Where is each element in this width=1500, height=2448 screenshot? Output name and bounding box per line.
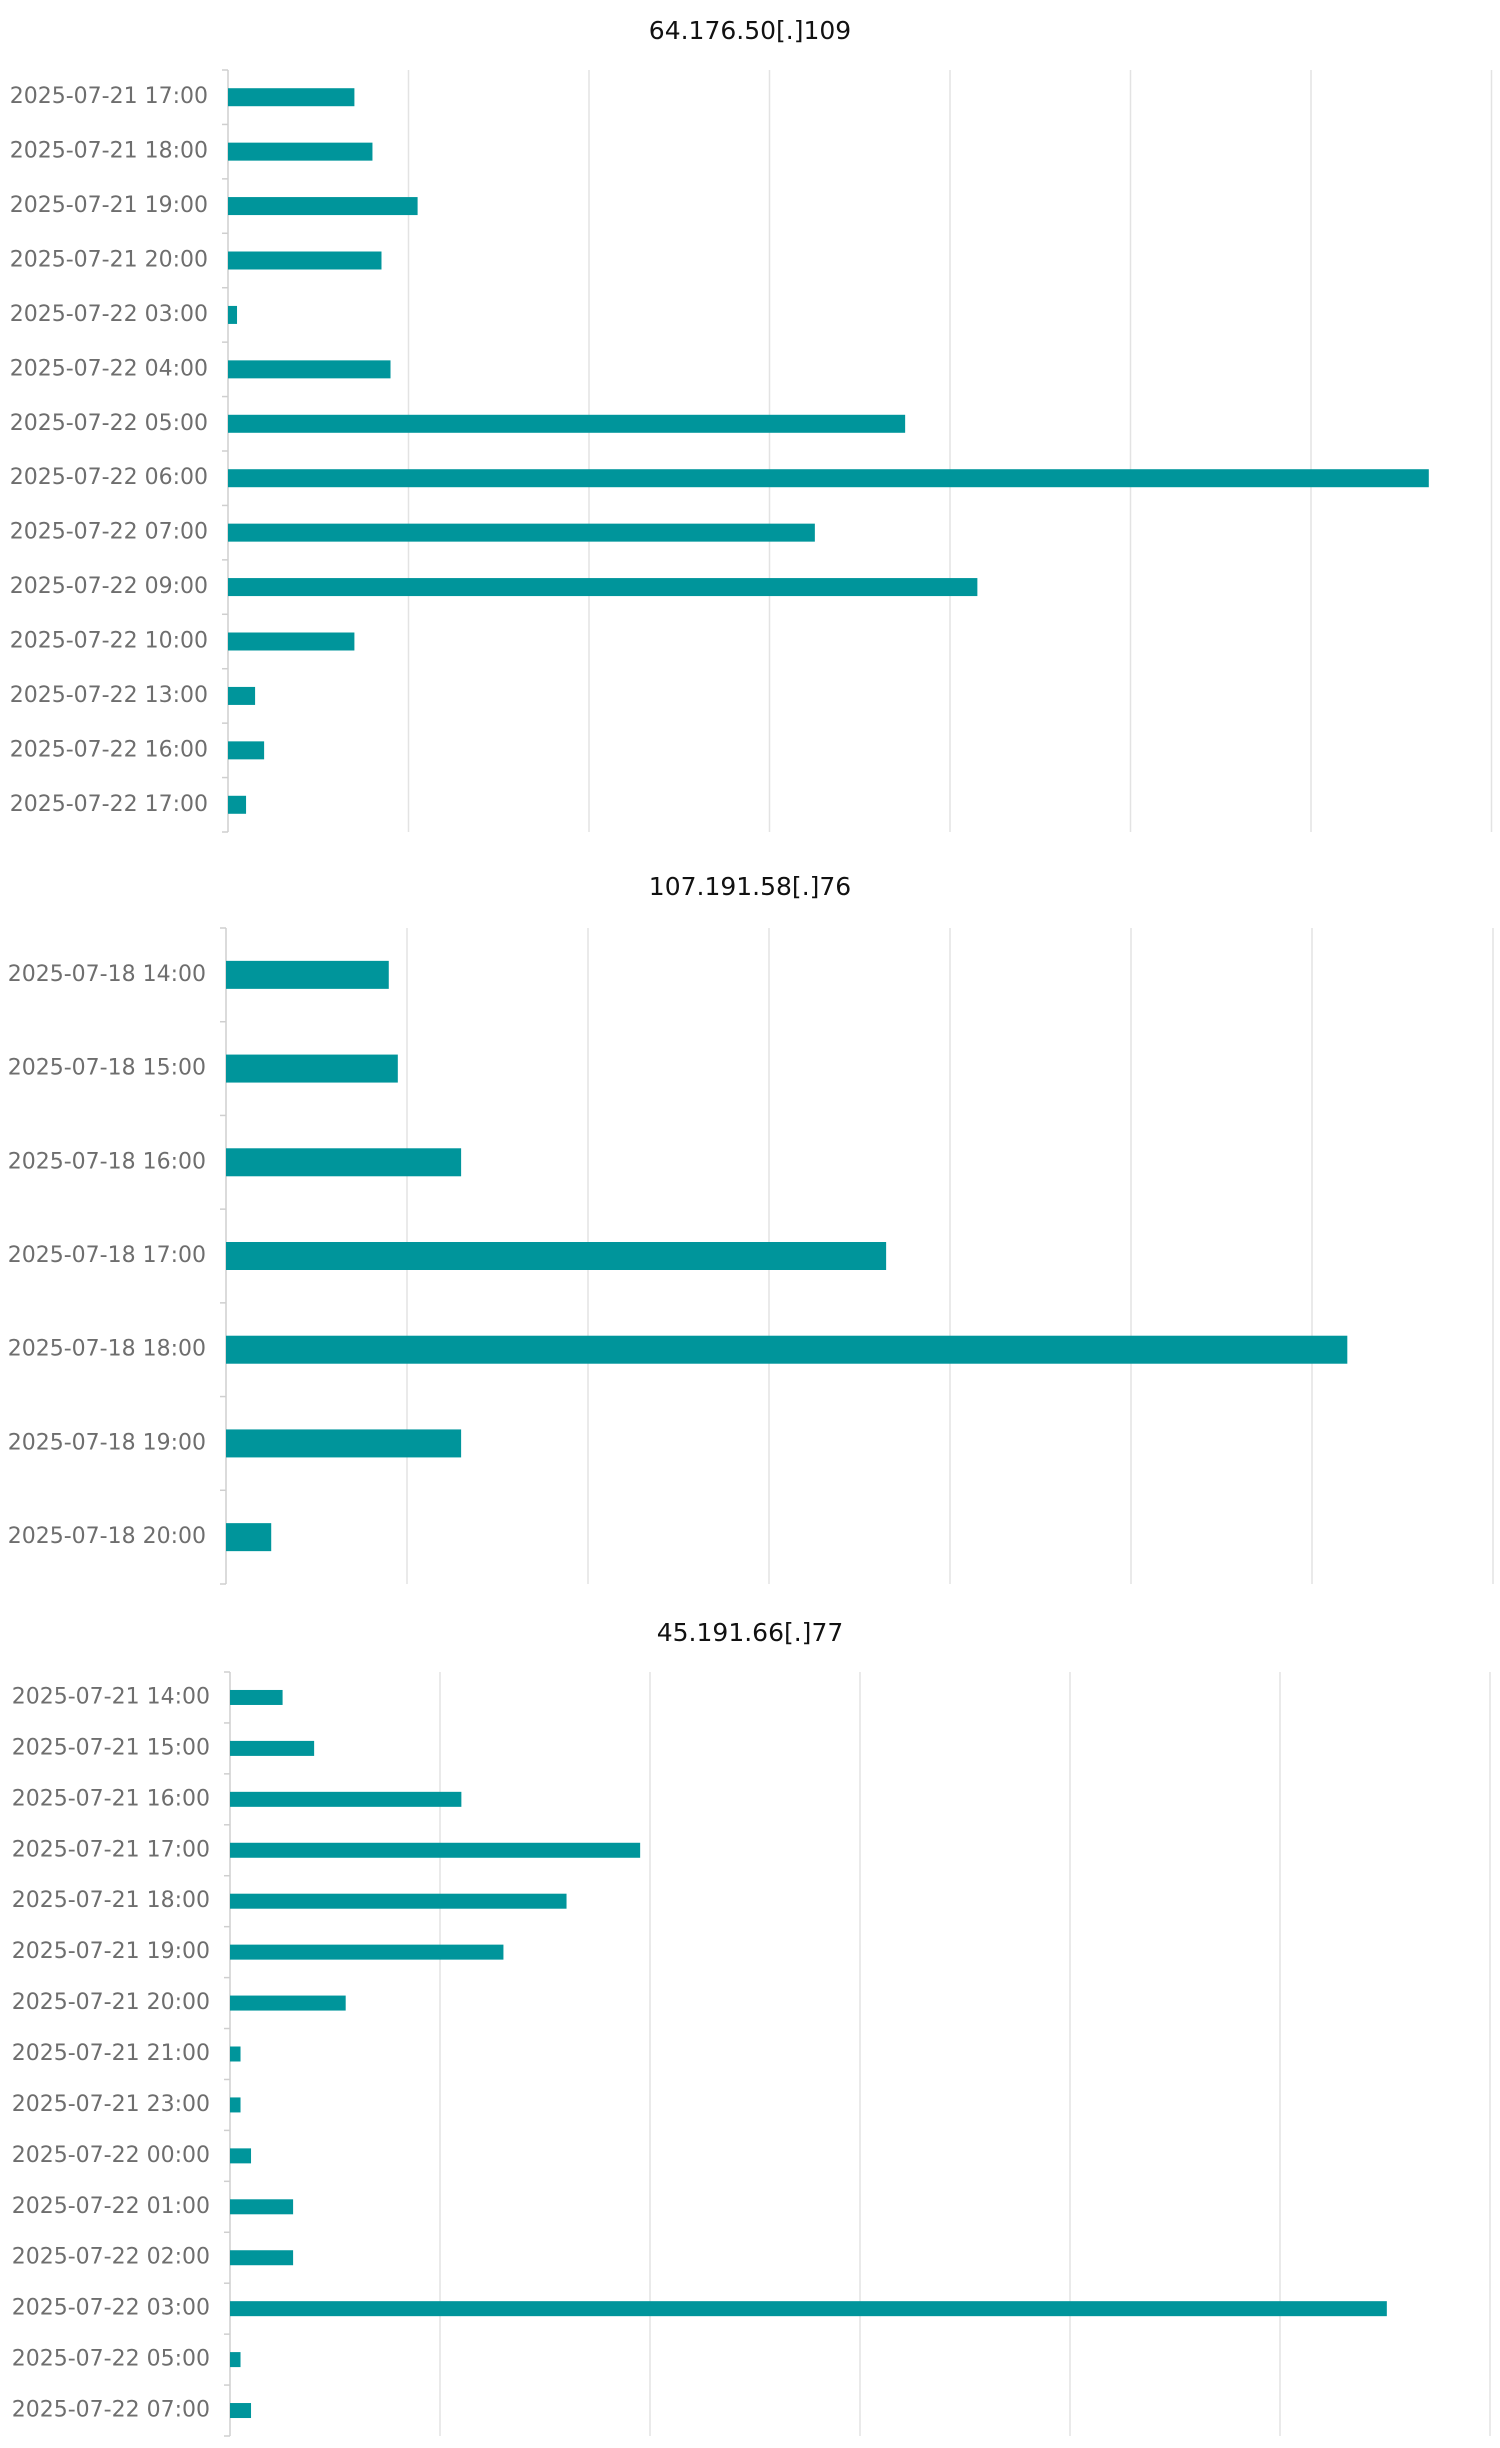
bar (228, 469, 1429, 488)
category-label: 2025-07-22 07:00 (12, 2398, 210, 2423)
category-label: 2025-07-18 15:00 (8, 1056, 206, 1081)
bar (228, 88, 355, 107)
bar (230, 2403, 252, 2419)
category-label: 2025-07-22 06:00 (10, 465, 208, 490)
bar (230, 1842, 641, 1858)
category-label: 2025-07-22 16:00 (10, 737, 208, 762)
category-label: 2025-07-21 19:00 (12, 1939, 210, 1964)
bar (230, 2097, 241, 2113)
bar (230, 2250, 294, 2266)
category-label: 2025-07-21 21:00 (12, 2041, 210, 2066)
category-label: 2025-07-21 14:00 (12, 1684, 210, 1709)
bar (228, 741, 265, 760)
category-label: 2025-07-18 20:00 (8, 1524, 206, 1549)
bar (228, 197, 418, 216)
category-label: 2025-07-18 18:00 (8, 1337, 206, 1362)
bar (230, 2148, 252, 2164)
bar (230, 1893, 567, 1909)
bar (230, 1944, 504, 1960)
bar (230, 2352, 241, 2368)
bar (230, 1740, 315, 1756)
bar (226, 960, 389, 989)
category-label: 2025-07-21 20:00 (12, 1990, 210, 2015)
bar (228, 686, 256, 705)
bar (228, 578, 978, 597)
category-label: 2025-07-18 19:00 (8, 1430, 206, 1455)
bar (226, 1429, 462, 1458)
category-label: 2025-07-21 16:00 (12, 1786, 210, 1811)
bar (228, 523, 815, 542)
category-label: 2025-07-21 15:00 (12, 1735, 210, 1760)
category-label: 2025-07-21 19:00 (10, 193, 208, 218)
category-label: 2025-07-22 03:00 (12, 2296, 210, 2321)
category-label: 2025-07-22 05:00 (10, 411, 208, 436)
category-label: 2025-07-22 09:00 (10, 574, 208, 599)
category-label: 2025-07-21 17:00 (10, 84, 208, 109)
bar (228, 251, 382, 270)
category-label: 2025-07-21 18:00 (12, 1888, 210, 1913)
bar (230, 1689, 283, 1705)
category-label: 2025-07-18 16:00 (8, 1149, 206, 1174)
category-label: 2025-07-22 04:00 (10, 356, 208, 381)
bar (228, 142, 373, 161)
category-label: 2025-07-22 07:00 (10, 520, 208, 545)
category-label: 2025-07-22 17:00 (10, 792, 208, 817)
category-label: 2025-07-21 20:00 (10, 248, 208, 273)
category-label: 2025-07-18 17:00 (8, 1243, 206, 1268)
category-label: 2025-07-21 23:00 (12, 2092, 210, 2117)
category-label: 2025-07-22 05:00 (12, 2347, 210, 2372)
category-label: 2025-07-21 17:00 (12, 1837, 210, 1862)
category-label: 2025-07-22 01:00 (12, 2194, 210, 2219)
chart-title: 107.191.58[.]76 (649, 872, 851, 901)
category-label: 2025-07-22 10:00 (10, 629, 208, 654)
bar (226, 1242, 887, 1270)
bar (230, 2301, 1387, 2317)
category-label: 2025-07-18 14:00 (8, 962, 206, 987)
bar (226, 1148, 462, 1177)
bar (228, 795, 247, 814)
bar (230, 1791, 462, 1807)
category-label: 2025-07-22 00:00 (12, 2143, 210, 2168)
bar (226, 1523, 272, 1552)
chart-title: 45.191.66[.]77 (657, 1618, 844, 1647)
category-label: 2025-07-22 02:00 (12, 2245, 210, 2270)
chart-title: 64.176.50[.]109 (649, 16, 851, 45)
bar (230, 2199, 294, 2215)
bar (230, 1995, 346, 2011)
bar (226, 1335, 1348, 1364)
bar (228, 360, 391, 379)
bar (230, 2046, 241, 2062)
bar (228, 414, 906, 433)
bar (228, 632, 355, 651)
category-label: 2025-07-21 18:00 (10, 139, 208, 164)
bar (226, 1054, 398, 1083)
bar (228, 305, 238, 324)
category-label: 2025-07-22 03:00 (10, 302, 208, 327)
category-label: 2025-07-22 13:00 (10, 683, 208, 708)
